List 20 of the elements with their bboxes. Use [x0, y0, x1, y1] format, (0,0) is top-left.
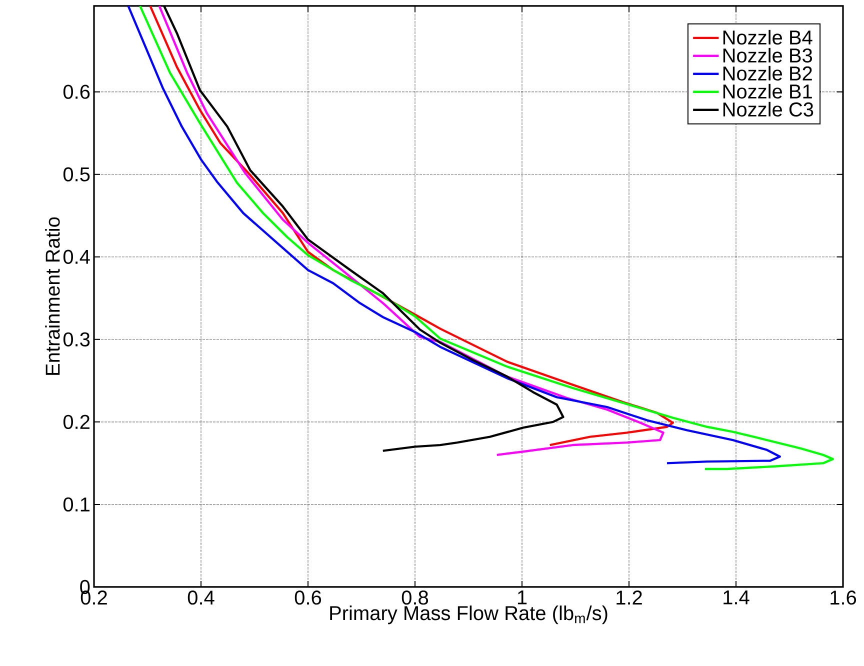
- x-tick-label: 1: [518, 590, 527, 604]
- x-tick-label: 1.6: [830, 590, 856, 605]
- y-tick-label: 0.2: [63, 414, 90, 429]
- y-tick-label: 0.4: [63, 250, 90, 264]
- legend-label: Nozzle B4: [723, 30, 812, 45]
- legend-label: Nozzle C3: [723, 102, 814, 117]
- y-axis-title: Entrainment Ratio: [45, 217, 60, 375]
- legend-label: Nozzle B1: [723, 84, 812, 99]
- y-tick-label: 0.6: [63, 84, 90, 99]
- y-tick-label: 0.5: [63, 167, 90, 182]
- y-tick-label: 0.1: [63, 497, 90, 512]
- x-axis-title: Primary Mass Flow Rate (lb$_{m}$/s): [330, 606, 608, 624]
- x-tick-label: 0.6: [294, 590, 322, 605]
- legend-label: Nozzle B3: [723, 48, 812, 63]
- y-tick-label: 0.3: [63, 332, 90, 346]
- x-tick-label: 1.2: [616, 590, 642, 604]
- legend-label: Nozzle B2: [723, 66, 812, 81]
- x-tick-label: 1.4: [724, 590, 750, 604]
- x-tick-label: 0.8: [402, 590, 428, 605]
- x-tick-label: 0.4: [188, 590, 214, 605]
